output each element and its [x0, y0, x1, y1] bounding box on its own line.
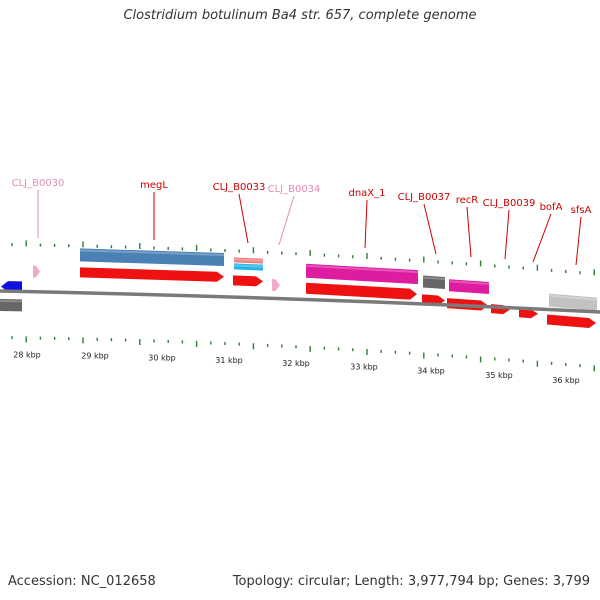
gene-label-leader — [504, 209, 510, 260]
length-label: Length: — [354, 574, 404, 589]
gene-block[interactable] — [80, 248, 224, 266]
ruler-label: 36 kbp — [552, 376, 580, 385]
gene-block-shine — [549, 294, 597, 301]
gene-label-leader — [278, 195, 295, 246]
genome-title: Clostridium botulinum Ba4 str. 657, comp… — [123, 8, 477, 23]
gene-block-shine — [306, 264, 418, 274]
gene-block[interactable] — [306, 263, 418, 285]
gene-block[interactable] — [234, 263, 263, 271]
genome-stats: Topology: circular; Length: 3,977,794 bp… — [232, 574, 590, 589]
cds-arrow[interactable] — [519, 308, 538, 319]
ruler-label: 32 kbp — [282, 359, 310, 368]
gene-block[interactable] — [549, 293, 597, 311]
ruler-label: 30 kbp — [148, 354, 176, 363]
gene-block-shine — [80, 249, 224, 256]
gene-block[interactable] — [423, 275, 445, 289]
gene-block-shine — [234, 258, 263, 262]
gene-label-clj-b0030[interactable]: CLJ_B0030 — [12, 178, 65, 189]
genes-label: Genes: — [503, 574, 549, 589]
gene-label-dnax-1[interactable]: dnaX_1 — [348, 188, 385, 199]
gene-block[interactable] — [0, 299, 22, 312]
gene-label-leader — [466, 206, 472, 258]
feature-tracks — [0, 248, 597, 328]
gene-label-clj-b0033[interactable]: CLJ_B0033 — [213, 182, 266, 193]
gene-label-leader — [238, 193, 249, 244]
gene-block-shine — [0, 300, 22, 303]
genes-value: 3,799 — [552, 574, 590, 589]
cds-arrow[interactable] — [80, 267, 224, 282]
topology-value: circular — [297, 574, 346, 589]
cds-arrow[interactable] — [306, 282, 417, 300]
gene-label-megl[interactable]: megL — [140, 180, 168, 191]
gene-block-shine — [423, 276, 445, 280]
length-value: 3,977,794 bp — [407, 574, 495, 589]
ruler-label: 33 kbp — [350, 362, 378, 371]
accession-info: Accession: NC_012658 — [8, 574, 156, 589]
ruler-label: 28 kbp — [13, 350, 41, 359]
ruler-label: 29 kbp — [81, 352, 109, 361]
cds-arrow[interactable] — [547, 314, 596, 328]
gene-block[interactable] — [234, 257, 263, 264]
gene-labels: CLJ_B0030 megL CLJ_B0033 CLJ_B0034 dnaX_1 CLJ… — [12, 178, 592, 266]
gene-arrow[interactable] — [33, 265, 40, 278]
gene-label-bofa[interactable]: bofA — [540, 202, 563, 213]
gene-label-clj-b0034[interactable]: CLJ_B0034 — [268, 184, 321, 195]
gene-label-clj-b0039[interactable]: CLJ_B0039 — [483, 198, 536, 209]
gene-label-leader — [364, 199, 368, 249]
gene-label-recr[interactable]: recR — [456, 195, 479, 206]
gene-block[interactable] — [449, 279, 489, 295]
gene-arrow[interactable] — [272, 279, 280, 292]
gene-block-shine — [449, 280, 489, 286]
inner-tick-ring — [11, 336, 595, 372]
gene-label-sfsa[interactable]: sfsA — [571, 205, 592, 216]
ruler-label: 35 kbp — [485, 371, 513, 380]
position-ruler: 28 kbp 29 kbp 30 kbp 31 kbp 32 kbp 33 kbp 34 k… — [13, 350, 580, 385]
outer-tick-ring — [11, 240, 595, 276]
genome-backbone — [0, 289, 600, 314]
accession-value: NC_012658 — [80, 574, 156, 589]
topology-label: Topology: — [232, 574, 294, 589]
ruler-label: 31 kbp — [215, 356, 243, 365]
gene-label-clj-b0037[interactable]: CLJ_B0037 — [398, 192, 451, 203]
gene-label-leader — [423, 203, 437, 255]
cds-arrow[interactable] — [233, 275, 263, 287]
accession-label: Accession: — [8, 574, 77, 589]
gene-label-leader — [532, 213, 552, 263]
gene-label-leader — [575, 216, 582, 266]
ruler-label: 34 kbp — [417, 366, 445, 375]
gene-block-shine — [234, 264, 263, 268]
